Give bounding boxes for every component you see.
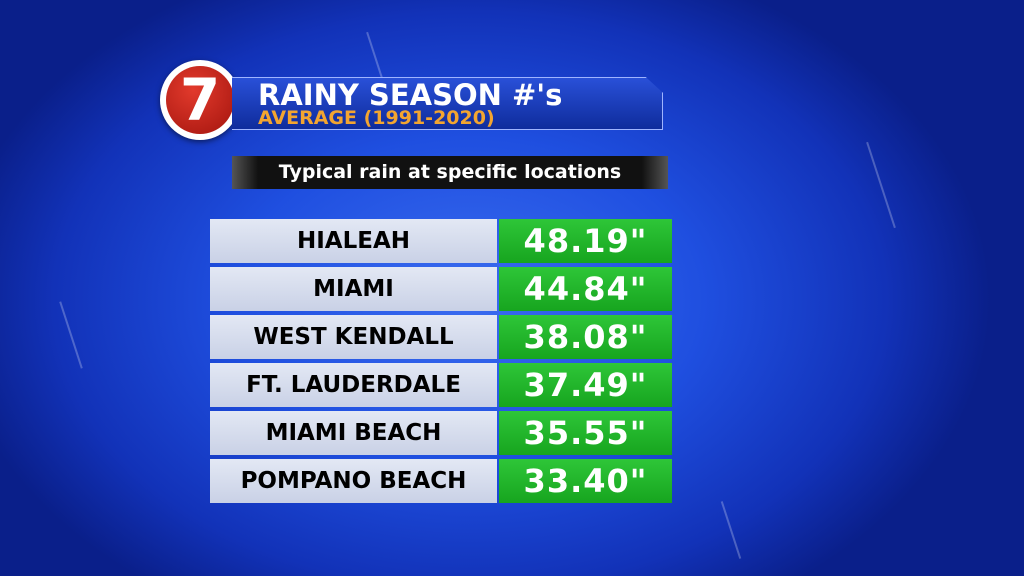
location-cell: HIALEAH [210, 219, 497, 263]
location-cell: POMPANO BEACH [210, 459, 497, 503]
subtitle: AVERAGE (1991-2020) [258, 107, 495, 129]
table-row: POMPANO BEACH 33.40" [210, 459, 672, 503]
rain-value-cell: 48.19" [499, 219, 672, 263]
location-cell: WEST KENDALL [210, 315, 497, 359]
table-row: HIALEAH 48.19" [210, 219, 672, 263]
table-row: MIAMI BEACH 35.55" [210, 411, 672, 455]
location-cell: FT. LAUDERDALE [210, 363, 497, 407]
rain-value-cell: 37.49" [499, 363, 672, 407]
location-cell: MIAMI [210, 267, 497, 311]
rain-value-cell: 44.84" [499, 267, 672, 311]
table-row: FT. LAUDERDALE 37.49" [210, 363, 672, 407]
location-cell: MIAMI BEACH [210, 411, 497, 455]
subheader-bar [232, 156, 668, 189]
rain-value-cell: 38.08" [499, 315, 672, 359]
title: RAINY SEASON #'s [258, 78, 563, 112]
streak [59, 301, 83, 369]
logo-text: 7 [166, 66, 234, 134]
title-bar [232, 77, 663, 130]
logo: 7 [160, 60, 240, 140]
streak [720, 501, 742, 559]
subheader: Typical rain at specific locations [278, 161, 622, 183]
streak [866, 141, 896, 229]
table-row: MIAMI 44.84" [210, 267, 672, 311]
table-row: WEST KENDALL 38.08" [210, 315, 672, 359]
rain-value-cell: 33.40" [499, 459, 672, 503]
rain-value-cell: 35.55" [499, 411, 672, 455]
